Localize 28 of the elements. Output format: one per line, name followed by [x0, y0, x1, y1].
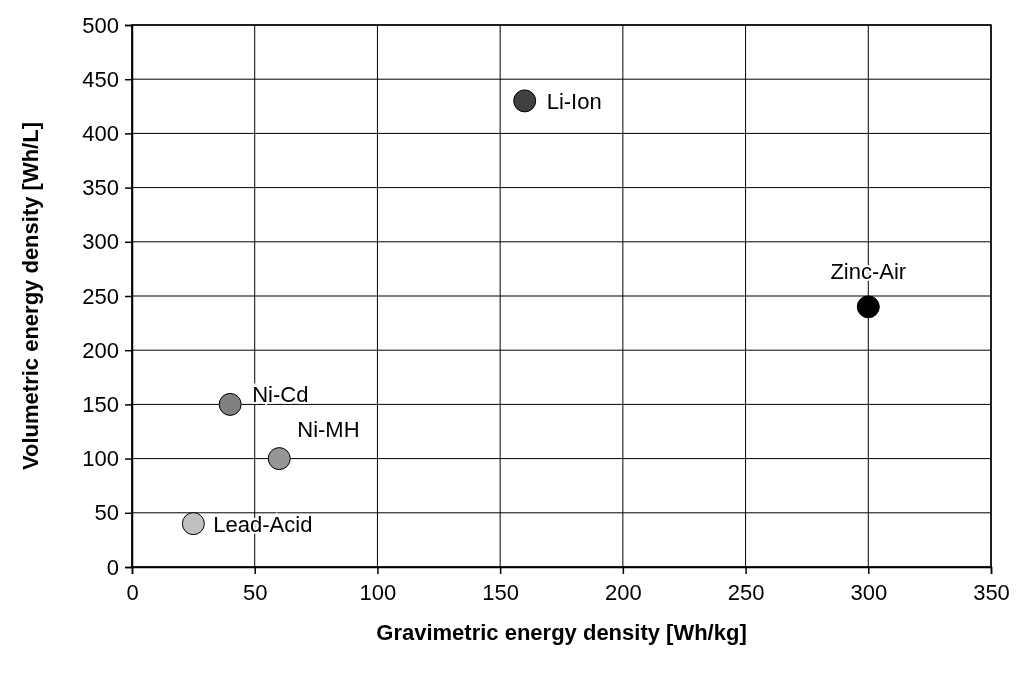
series-label: Ni-MH	[297, 416, 360, 442]
x-tick-label: 0	[126, 579, 139, 605]
y-tick-label: 300	[82, 229, 119, 255]
x-tick-label: 300	[850, 579, 888, 605]
x-tick-label: 100	[359, 579, 397, 605]
y-tick-label: 450	[82, 66, 119, 92]
x-axis-title: Gravimetric energy density [Wh/kg]	[376, 620, 747, 645]
y-tick-label: 200	[82, 337, 119, 363]
point	[218, 392, 242, 416]
x-tick-label: 250	[727, 579, 765, 605]
x-tick-label: 150	[482, 579, 519, 605]
y-tick-label: 250	[82, 283, 119, 309]
y-tick-label: 150	[82, 391, 119, 417]
point	[513, 89, 537, 113]
x-tick-label: 350	[973, 579, 1010, 605]
x-tick-label: 200	[605, 579, 642, 605]
y-tick-label: 400	[82, 120, 119, 146]
y-tick-label: 500	[82, 12, 119, 38]
y-tick-label: 350	[82, 175, 119, 201]
point	[856, 295, 880, 319]
point	[267, 447, 291, 471]
y-tick-label: 0	[106, 554, 119, 580]
x-tick-label: 50	[242, 579, 268, 605]
point	[181, 512, 205, 536]
y-tick-label: 50	[94, 500, 119, 526]
series-label: Li-Ion	[546, 88, 602, 114]
y-axis-title: Volumetric energy density [Wh/L]	[18, 122, 43, 470]
y-tick-label: 100	[82, 446, 119, 472]
